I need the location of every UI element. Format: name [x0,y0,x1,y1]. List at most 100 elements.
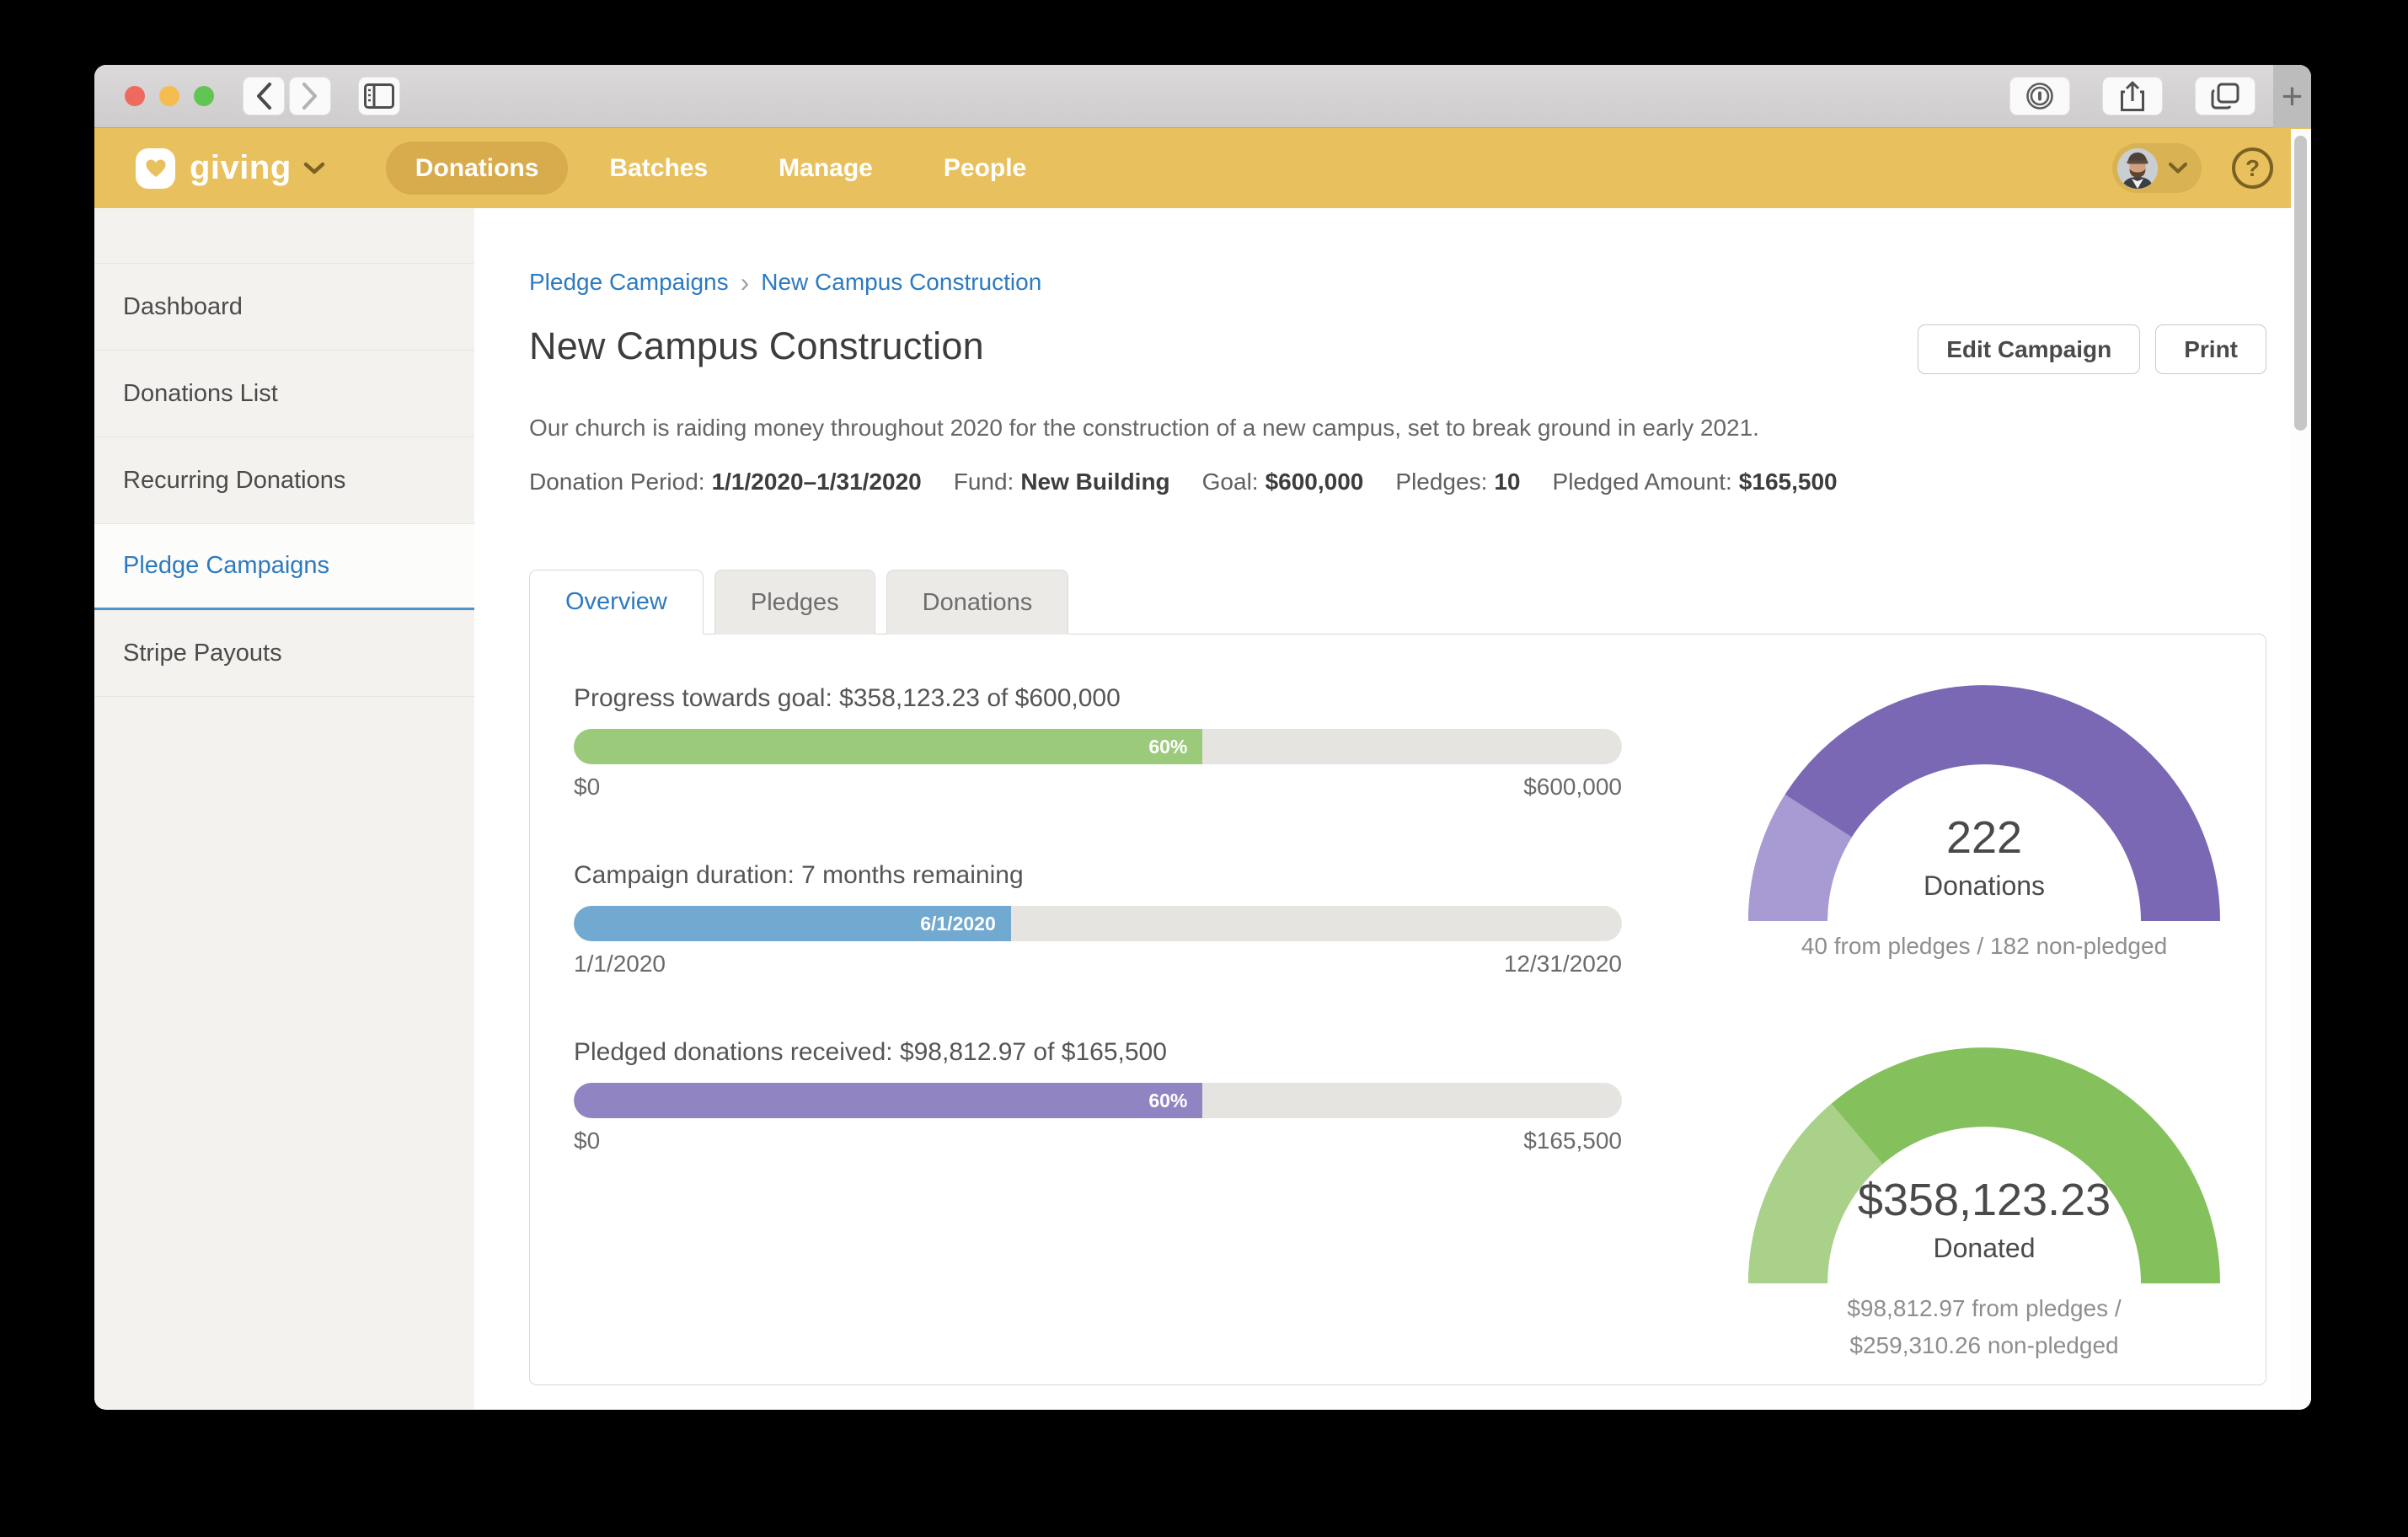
gauge-charts: 222 Donations 40 from pledges / 182 non-… [1748,685,2220,1364]
sidebar-item-dashboard[interactable]: Dashboard [94,263,474,350]
range-min: $0 [574,1127,600,1155]
back-button[interactable] [243,77,285,115]
pledged-received-bar: 60% [574,1083,1622,1118]
header-right: ? [2112,128,2273,208]
progress-bars: Progress towards goal: $358,123.23 of $6… [574,683,1622,1155]
sidebar-item-stripe-payouts[interactable]: Stripe Payouts [94,610,474,697]
breadcrumb-parent-link[interactable]: Pledge Campaigns [529,269,729,296]
chevron-down-icon [303,162,325,175]
toolbar-right [2009,77,2255,115]
app-header: giving Donations Batches Manage People [94,128,2311,208]
nav-item-manage[interactable]: Manage [749,142,902,195]
page-title: New Campus Construction [529,324,984,368]
duration-title: Campaign duration: 7 months remaining [574,860,1622,891]
donated-amount-value: $358,123.23 [1748,1174,2220,1226]
sidebar-item-recurring-donations[interactable]: Recurring Donations [94,436,474,523]
meta-value: New Building [1020,469,1169,495]
tab-overview[interactable]: Overview [529,570,704,635]
edit-campaign-button[interactable]: Edit Campaign [1918,324,2140,374]
sidebar-toggle-button[interactable] [358,77,400,115]
scrollbar-track[interactable] [2291,129,2311,1410]
browser-window: + giving Donations Bat [94,65,2311,1410]
forward-button[interactable] [289,77,331,115]
duration-date-label: 6/1/2020 [920,913,1011,935]
share-button[interactable] [2102,77,2163,115]
share-icon [2120,80,2145,112]
tab-pledges[interactable]: Pledges [714,570,875,635]
print-button[interactable]: Print [2155,324,2266,374]
new-tab-button[interactable]: + [2273,65,2311,128]
goal-progress-bar: 60% [574,729,1622,764]
tab-donations[interactable]: Donations [886,570,1069,635]
range-min: $0 [574,773,600,801]
meta-donation-period: Donation Period:1/1/2020–1/31/2020 [529,469,922,495]
donations-count-gauge: 222 Donations [1748,685,2220,921]
sidebar: Dashboard Donations List Recurring Donat… [94,208,474,1409]
history-buttons [243,77,331,115]
tab-overview-button[interactable] [2195,77,2255,115]
range-max: $165,500 [1523,1127,1622,1155]
tab-overview-icon [2211,83,2239,110]
campaign-meta: Donation Period:1/1/2020–1/31/2020 Fund:… [529,469,2266,495]
campaign-tabs: Overview Pledges Donations [529,570,2266,634]
meta-pledges: Pledges:10 [1395,469,1520,495]
onepassword-icon [2025,82,2054,110]
chevron-down-icon [2168,162,2188,174]
sidebar-toggle-icon [364,83,394,109]
meta-label: Fund: [954,469,1014,495]
meta-label: Goal: [1202,469,1259,495]
meta-fund: Fund:New Building [954,469,1170,495]
scrollbar-thumb[interactable] [2294,136,2307,431]
app-body: Dashboard Donations List Recurring Donat… [94,208,2311,1409]
avatar [2117,148,2158,189]
meta-value: 10 [1494,469,1520,495]
zoom-window-button[interactable] [194,86,214,106]
pledged-received-title: Pledged donations received: $98,812.97 o… [574,1037,1622,1068]
giving-logo [136,148,175,189]
app-switcher[interactable]: giving [136,148,325,189]
meta-label: Pledged Amount: [1553,469,1732,495]
heart-icon [145,158,167,179]
help-button[interactable]: ? [2232,147,2273,189]
question-mark-icon: ? [2245,155,2260,182]
meta-pledged-amount: Pledged Amount: $165,500 [1553,469,1838,495]
campaign-description: Our church is raiding money throughout 2… [529,415,2266,442]
breadcrumb: Pledge Campaigns › New Campus Constructi… [529,269,2266,296]
range-max: 12/31/2020 [1504,950,1622,978]
range-min: 1/1/2020 [574,950,666,978]
caption-line-2: $259,310.26 non-pledged [1748,1327,2220,1364]
donated-amount-label: Donated [1748,1233,2220,1264]
chevron-right-icon: › [741,270,750,294]
pledged-received-range: $0 $165,500 [574,1127,1622,1155]
window-titlebar: + [94,65,2311,128]
pledged-received-section: Pledged donations received: $98,812.97 o… [574,1037,1622,1155]
meta-value: $165,500 [1739,469,1838,495]
onepassword-extension-button[interactable] [2009,77,2070,115]
brand-name: giving [190,149,292,187]
account-menu[interactable] [2112,143,2202,193]
nav-item-donations[interactable]: Donations [386,142,569,195]
goal-progress-title: Progress towards goal: $358,123.23 of $6… [574,683,1622,714]
nav-item-people[interactable]: People [914,142,1056,195]
sidebar-item-pledge-campaigns[interactable]: Pledge Campaigns [94,523,474,610]
donated-amount-center: $358,123.23 Donated [1748,1174,2220,1264]
goal-progress-percent-label: 60% [1148,736,1202,758]
page-actions: Edit Campaign Print [1918,324,2266,374]
donations-count-caption: 40 from pledges / 182 non-pledged [1748,928,2220,965]
overview-panel: Progress towards goal: $358,123.23 of $6… [529,634,2266,1385]
meta-value: $600,000 [1266,469,1364,495]
donated-amount-gauge: $358,123.23 Donated [1748,1047,2220,1283]
close-window-button[interactable] [125,86,145,106]
breadcrumb-current-link[interactable]: New Campus Construction [761,269,1041,296]
minimize-window-button[interactable] [159,86,179,106]
traffic-lights [125,86,214,106]
duration-fill: 6/1/2020 [574,906,1011,941]
title-row: New Campus Construction Edit Campaign Pr… [529,324,2266,374]
nav-item-batches[interactable]: Batches [580,142,737,195]
sidebar-item-donations-list[interactable]: Donations List [94,350,474,436]
back-icon [254,82,273,110]
meta-value: 1/1/2020–1/31/2020 [712,469,922,495]
main-content: Pledge Campaigns › New Campus Constructi… [474,208,2311,1409]
donations-count-center: 222 Donations [1748,811,2220,902]
meta-goal: Goal: $600,000 [1202,469,1364,495]
